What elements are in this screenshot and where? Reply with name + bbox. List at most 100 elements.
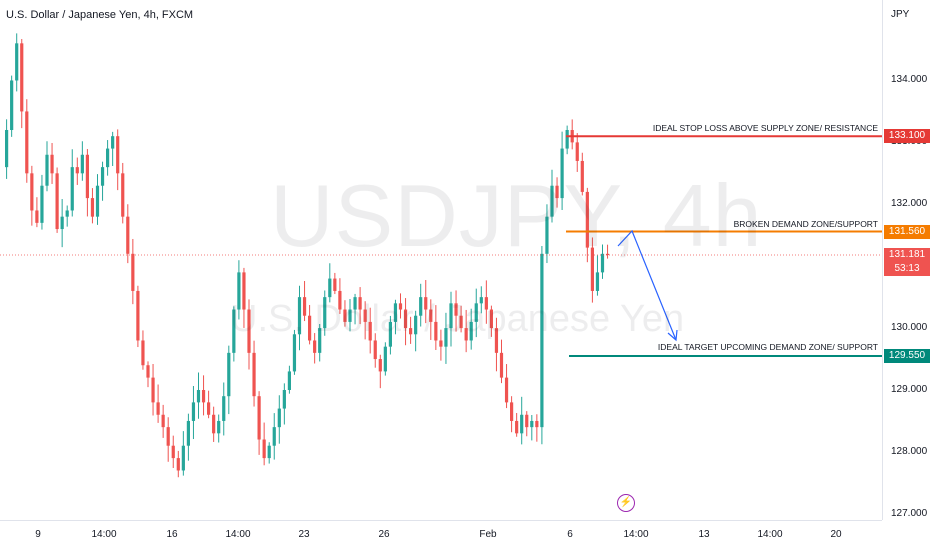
candle-body bbox=[363, 309, 367, 322]
time-tick: 20 bbox=[830, 529, 842, 540]
candle-body bbox=[474, 303, 478, 322]
candle-body bbox=[55, 173, 59, 230]
candle-body bbox=[515, 420, 519, 434]
candle-body bbox=[333, 278, 337, 291]
candle-body bbox=[217, 420, 221, 434]
broken-demand-price-tag: 131.560 bbox=[884, 224, 930, 239]
candle-body bbox=[287, 371, 291, 390]
price-tick: 134.000 bbox=[891, 74, 928, 86]
candle-body bbox=[181, 445, 185, 471]
bar-countdown: 53:13 bbox=[884, 261, 930, 276]
candle-body bbox=[106, 148, 110, 168]
candle-body bbox=[499, 352, 504, 378]
candle-body bbox=[459, 315, 463, 329]
lightning-icon[interactable]: ⚡ bbox=[617, 494, 635, 512]
candle-body bbox=[70, 167, 74, 211]
candle-body bbox=[156, 402, 160, 415]
candle-body bbox=[166, 427, 170, 446]
candle-body bbox=[176, 458, 180, 471]
candle-body bbox=[272, 427, 276, 446]
candle-body bbox=[585, 191, 589, 248]
price-tick: 129.000 bbox=[891, 384, 928, 395]
candle-body bbox=[605, 253, 610, 256]
candle-body bbox=[393, 303, 398, 322]
candle-body bbox=[489, 309, 493, 329]
candle-body bbox=[186, 420, 190, 446]
candle-body bbox=[277, 408, 281, 428]
candle-body bbox=[590, 247, 594, 291]
candle-body bbox=[30, 173, 34, 211]
time-tick: 9 bbox=[35, 529, 41, 540]
candle-body bbox=[318, 328, 322, 353]
candle-body bbox=[90, 198, 95, 217]
candle-body bbox=[353, 297, 357, 310]
time-tick: Feb bbox=[479, 529, 497, 540]
candle-body bbox=[454, 303, 458, 316]
candle-body bbox=[545, 216, 549, 254]
candle-body bbox=[171, 445, 175, 459]
candle-body bbox=[550, 185, 554, 217]
target-demand-zone-label: IDEAL TARGET UPCOMING DEMAND ZONE/ SUPPO… bbox=[657, 341, 878, 352]
candle-body bbox=[424, 297, 428, 310]
candle-body bbox=[80, 154, 84, 174]
candle-body bbox=[338, 290, 342, 310]
candle-body bbox=[328, 278, 332, 298]
candle-body bbox=[414, 315, 418, 335]
candle-body bbox=[50, 154, 54, 174]
currency-label: JPY bbox=[891, 9, 910, 20]
candle-body bbox=[434, 321, 438, 341]
candle-body bbox=[136, 290, 140, 341]
candle-body bbox=[479, 297, 483, 304]
candle-body bbox=[20, 43, 24, 112]
candle-body bbox=[10, 80, 14, 130]
symbol-title[interactable]: U.S. Dollar / Japanese Yen, 4h, FXCM bbox=[6, 9, 194, 21]
projection-arrowhead bbox=[667, 329, 678, 342]
candle-body bbox=[121, 173, 125, 217]
chart-plot-area[interactable]: U.S. Dollar / Japanese Yen, 4h, FXCM USD… bbox=[0, 0, 882, 520]
candle-body bbox=[449, 303, 453, 329]
candle-body bbox=[510, 402, 514, 421]
candle-body bbox=[111, 136, 115, 149]
candle-body bbox=[368, 321, 372, 341]
candle-body bbox=[520, 414, 524, 434]
candle-body bbox=[444, 328, 448, 347]
candle-body bbox=[161, 414, 165, 428]
candle-body bbox=[600, 253, 605, 273]
watermark-ticker: USDJPY, 4h bbox=[270, 166, 763, 265]
candle-body bbox=[409, 328, 413, 335]
broken-demand-zone-label: BROKEN DEMAND ZONE/SUPPORT bbox=[733, 218, 878, 229]
candle-body bbox=[232, 309, 236, 353]
candle-body bbox=[25, 111, 29, 174]
price-tick: 132.000 bbox=[891, 198, 928, 210]
candle-body bbox=[484, 297, 488, 310]
candle-body bbox=[388, 321, 392, 347]
time-tick: 16 bbox=[166, 529, 178, 540]
candle-body bbox=[212, 414, 216, 434]
candle-body bbox=[191, 402, 196, 421]
candle-body bbox=[378, 359, 382, 372]
candle-body bbox=[257, 396, 261, 440]
candle-body bbox=[439, 340, 443, 347]
candle-body bbox=[560, 148, 564, 199]
time-tick: 23 bbox=[298, 529, 310, 540]
time-tick: 6 bbox=[567, 529, 573, 540]
candle-body bbox=[85, 154, 89, 199]
candle-body bbox=[65, 210, 69, 217]
candle-body bbox=[358, 297, 362, 310]
time-axis[interactable]: 9 14:00 16 14:00 23 26 Feb 6 14:00 13 14:00 20 bbox=[0, 520, 882, 551]
candlestick-chart[interactable] bbox=[0, 0, 882, 520]
candle-body bbox=[292, 334, 297, 372]
candle-body bbox=[237, 272, 241, 310]
candle-body bbox=[464, 328, 468, 341]
candle-body bbox=[348, 309, 352, 322]
candle-body bbox=[398, 303, 403, 310]
candle-body bbox=[373, 340, 377, 360]
candle-body bbox=[302, 297, 307, 316]
candle-body bbox=[297, 297, 302, 335]
candle-body bbox=[262, 439, 266, 459]
candle-body bbox=[565, 130, 569, 149]
price-axis[interactable]: JPY 134.000133.000132.000131.000130.0001… bbox=[882, 0, 932, 520]
candle-body bbox=[343, 309, 347, 322]
time-tick: 14:00 bbox=[225, 529, 251, 540]
candle-body bbox=[530, 420, 534, 428]
